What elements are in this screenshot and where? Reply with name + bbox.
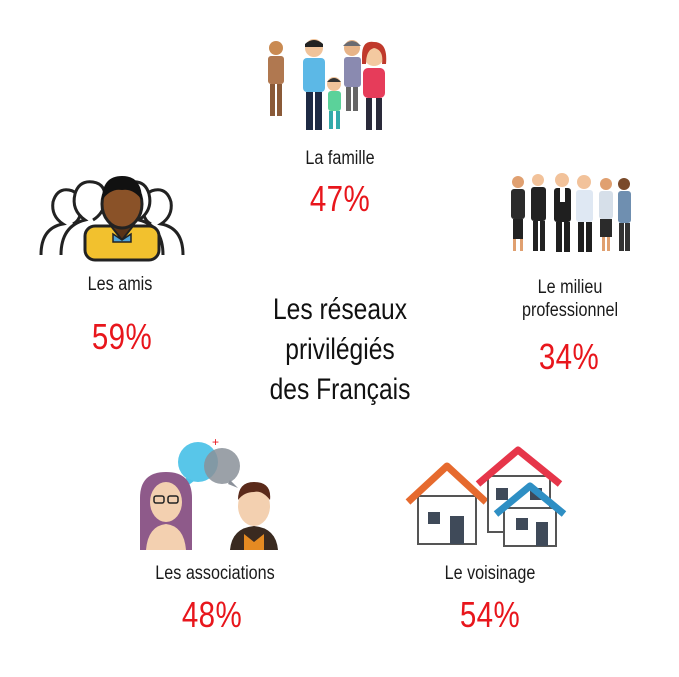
houses-icon (405, 446, 567, 547)
title-line-1: Les réseaux (272, 293, 408, 326)
friends-icon (39, 176, 185, 262)
page-title: Les réseaux privilégiés des Français (229, 290, 450, 410)
business-label-line2: professionnel (521, 300, 619, 321)
family-icon (268, 39, 387, 130)
associations-percent: 48% (181, 594, 243, 635)
family-label: La famille (305, 148, 375, 169)
neighborhood-label: Le voisinage (444, 563, 536, 584)
friends-label: Les amis (87, 274, 153, 295)
associations-chat-icon: + (140, 435, 278, 550)
title-line-3: des Français (269, 373, 411, 406)
associations-label: Les associations (155, 563, 275, 584)
title-line-2: privilégiés (285, 333, 395, 366)
friends-percent: 59% (91, 316, 153, 357)
family-percent: 47% (309, 178, 371, 219)
business-people-icon (511, 173, 631, 252)
business-percent: 34% (538, 336, 600, 377)
svg-text:+: + (212, 435, 219, 449)
neighborhood-percent: 54% (459, 594, 521, 635)
business-label-line1: Le milieu (537, 277, 603, 298)
